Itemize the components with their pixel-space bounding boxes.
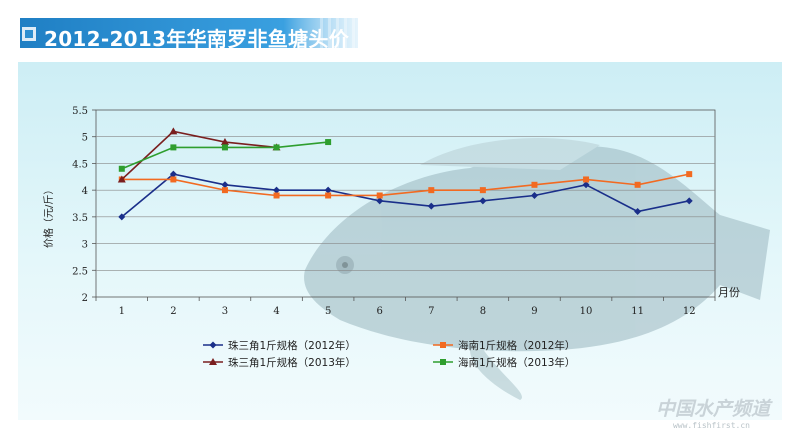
- data-point: [221, 144, 228, 151]
- legend-item: 海南1斤规格（2013年）: [433, 356, 575, 369]
- series-line: [121, 173, 690, 218]
- data-point: [531, 181, 538, 188]
- data-point: [440, 359, 446, 365]
- data-point: [376, 197, 384, 205]
- data-point: [273, 144, 280, 151]
- data-point: [427, 202, 435, 210]
- data-point: [170, 176, 177, 183]
- data-point: [479, 197, 487, 205]
- y-axis: 2 2.5 3 3.5 4 4.5 5 5.5: [72, 106, 96, 304]
- data-point: [221, 181, 229, 189]
- x-tick-label: 1: [119, 306, 125, 317]
- data-point: [428, 187, 435, 194]
- legend-label: 珠三角1斤规格（2012年）: [228, 339, 356, 352]
- y-tick-label: 2: [82, 293, 88, 304]
- y-tick-label: 5: [82, 133, 88, 144]
- data-point: [273, 192, 280, 199]
- x-tick-label: 10: [580, 306, 593, 317]
- data-point: [169, 170, 177, 178]
- y-tick-label: 4.5: [72, 159, 88, 170]
- legend-label: 珠三角1斤规格（2013年）: [228, 356, 356, 369]
- data-point: [169, 127, 178, 135]
- x-tick-label: 5: [325, 306, 331, 317]
- plot-area: 22.533.544.555.5 1 2 3 4 5 6 7 8 9 10 11 12: [72, 106, 716, 317]
- data-point: [118, 165, 125, 172]
- data-point: [686, 171, 693, 178]
- data-point: [273, 186, 281, 194]
- x-axis: 1 2 3 4 5 6 7 8 9 10 11 12: [95, 297, 716, 317]
- x-tick-label: 3: [222, 306, 228, 317]
- series-4: [118, 139, 332, 172]
- x-axis-label: 月份: [718, 286, 740, 299]
- series-line: [121, 173, 690, 197]
- data-point: [117, 175, 126, 183]
- data-point: [221, 187, 228, 194]
- data-point: [583, 176, 590, 183]
- page-title: 2012-2013年华南罗非鱼塘头价: [44, 27, 350, 51]
- x-tick-label: 11: [631, 306, 644, 317]
- legend-item: 珠三角1斤规格（2013年）: [203, 356, 356, 369]
- x-tick-label: 8: [480, 306, 486, 317]
- y-tick-label: 3.5: [72, 213, 88, 224]
- data-point: [634, 181, 641, 188]
- legend-label: 海南1斤规格（2013年）: [458, 356, 575, 369]
- title-banner: [20, 18, 358, 48]
- x-tick-label: 7: [428, 306, 434, 317]
- series-group: [117, 127, 693, 221]
- data-point: [325, 139, 332, 146]
- legend-item: 海南1斤规格（2012年）: [433, 339, 575, 352]
- y-tick-label: 2.5: [72, 266, 88, 277]
- fish-illustration: [304, 137, 770, 400]
- data-point: [220, 138, 229, 146]
- y-tick-label: 4: [82, 186, 88, 197]
- data-point: [324, 186, 332, 194]
- data-point: [440, 342, 446, 348]
- data-point: [530, 191, 538, 199]
- data-point: [209, 341, 217, 349]
- x-tick-label: 6: [377, 306, 383, 317]
- x-tick-label: 4: [273, 306, 279, 317]
- data-point: [479, 187, 486, 194]
- data-point: [634, 208, 642, 216]
- series-3: [117, 127, 281, 183]
- legend-label: 海南1斤规格（2012年）: [458, 339, 575, 352]
- x-tick-label: 2: [170, 306, 176, 317]
- banner-bullet-icon: [22, 27, 36, 41]
- y-axis-label: 价格（元/斤）: [42, 185, 55, 248]
- watermark: 中国水产频道: [655, 398, 770, 420]
- data-point: [170, 144, 177, 151]
- y-tick-label: 3: [82, 240, 88, 251]
- series-1: [118, 170, 693, 221]
- data-point: [376, 192, 383, 199]
- x-tick-label: 9: [531, 306, 537, 317]
- watermark-url: www.fishfirst.cn: [672, 421, 750, 430]
- data-point: [209, 358, 217, 365]
- x-tick-label: 12: [683, 306, 696, 317]
- data-point: [325, 192, 332, 199]
- y-tick-label: 5.5: [72, 106, 88, 117]
- legend: 珠三角1斤规格（2012年） 海南1斤规格（2012年） 珠三角1斤规格（2013年…: [203, 339, 575, 369]
- series-line: [121, 130, 277, 181]
- data-point: [118, 213, 126, 221]
- data-point: [685, 197, 693, 205]
- data-point: [582, 181, 590, 189]
- legend-item: 珠三角1斤规格（2012年）: [203, 339, 356, 352]
